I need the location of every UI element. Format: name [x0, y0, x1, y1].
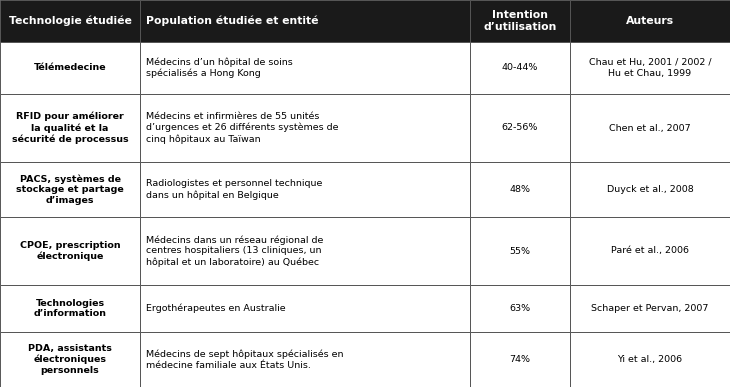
Text: Médecins et infirmières de 55 unités
d’urgences et 26 différents systèmes de
cin: Médecins et infirmières de 55 unités d’u…: [146, 112, 339, 144]
Text: Technologie étudiée: Technologie étudiée: [9, 16, 131, 26]
Text: Paré et al., 2006: Paré et al., 2006: [611, 247, 689, 255]
Text: PACS, systèmes de
stockage et partage
d’images: PACS, systèmes de stockage et partage d’…: [16, 174, 124, 205]
Bar: [570, 42, 730, 94]
Text: Technologies
d’information: Technologies d’information: [34, 299, 107, 319]
Bar: [0, 332, 140, 387]
Text: Médecins d’un hôpital de soins
spécialisés a Hong Kong: Médecins d’un hôpital de soins spécialis…: [146, 58, 293, 79]
Bar: [140, 42, 470, 94]
Text: Chen et al., 2007: Chen et al., 2007: [610, 123, 691, 132]
Text: Ergothérapeutes en Australie: Ergothérapeutes en Australie: [146, 304, 285, 313]
Text: Schaper et Pervan, 2007: Schaper et Pervan, 2007: [591, 304, 709, 313]
Bar: [470, 162, 570, 217]
Bar: [470, 217, 570, 285]
Text: Chau et Hu, 2001 / 2002 /
Hu et Chau, 1999: Chau et Hu, 2001 / 2002 / Hu et Chau, 19…: [588, 58, 711, 78]
Text: Télémedecine: Télémedecine: [34, 63, 107, 72]
Text: Médecins dans un réseau régional de
centres hospitaliers (13 cliniques, un
hôpit: Médecins dans un réseau régional de cent…: [146, 235, 323, 267]
Bar: [140, 217, 470, 285]
Text: 55%: 55%: [510, 247, 531, 255]
Text: 40-44%: 40-44%: [502, 63, 538, 72]
Bar: [0, 0, 140, 42]
Bar: [140, 332, 470, 387]
Bar: [140, 94, 470, 162]
Bar: [570, 332, 730, 387]
Bar: [140, 162, 470, 217]
Text: CPOE, prescription
électronique: CPOE, prescription électronique: [20, 241, 120, 261]
Bar: [470, 285, 570, 332]
Text: Duyck et al., 2008: Duyck et al., 2008: [607, 185, 694, 194]
Text: Intention
d’utilisation: Intention d’utilisation: [483, 10, 557, 32]
Text: Auteurs: Auteurs: [626, 16, 674, 26]
Text: Yi et al., 2006: Yi et al., 2006: [618, 355, 683, 364]
Text: Médecins de sept hôpitaux spécialisés en
médecine familiale aux États Unis.: Médecins de sept hôpitaux spécialisés en…: [146, 349, 344, 370]
Bar: [140, 285, 470, 332]
Text: Population étudiée et entité: Population étudiée et entité: [146, 16, 318, 26]
Text: 48%: 48%: [510, 185, 531, 194]
Text: RFID pour améliorer
la qualité et la
sécurité de processus: RFID pour améliorer la qualité et la séc…: [12, 112, 128, 144]
Bar: [570, 217, 730, 285]
Bar: [570, 162, 730, 217]
Text: 63%: 63%: [510, 304, 531, 313]
Bar: [0, 42, 140, 94]
Text: PDA, assistants
électroniques
personnels: PDA, assistants électroniques personnels: [28, 344, 112, 375]
Text: 74%: 74%: [510, 355, 531, 364]
Bar: [0, 162, 140, 217]
Bar: [470, 94, 570, 162]
Bar: [470, 0, 570, 42]
Bar: [140, 0, 470, 42]
Bar: [0, 285, 140, 332]
Bar: [0, 217, 140, 285]
Bar: [570, 94, 730, 162]
Bar: [470, 42, 570, 94]
Bar: [0, 94, 140, 162]
Bar: [470, 332, 570, 387]
Bar: [570, 0, 730, 42]
Text: Radiologistes et personnel technique
dans un hôpital en Belgique: Radiologistes et personnel technique dan…: [146, 179, 323, 200]
Bar: [570, 285, 730, 332]
Text: 62-56%: 62-56%: [502, 123, 538, 132]
